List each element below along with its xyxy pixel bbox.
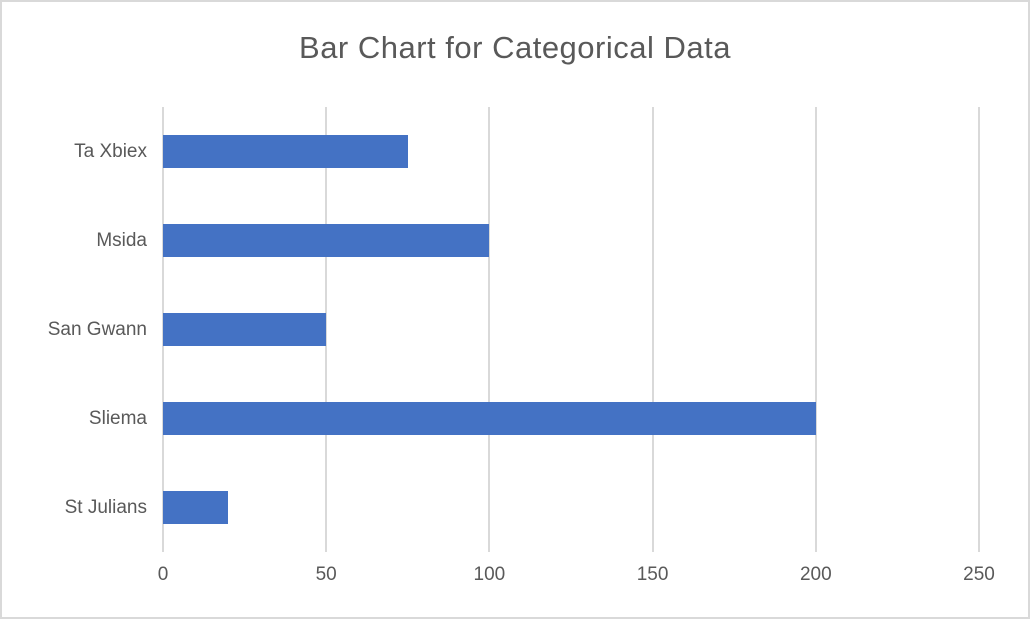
bar-msida xyxy=(163,224,490,257)
x-tick-label-0: 0 xyxy=(157,564,169,585)
bar-sliema xyxy=(163,402,816,435)
plot-area xyxy=(162,107,980,552)
x-tick-label-200: 200 xyxy=(799,564,832,585)
x-tick-label-50: 50 xyxy=(315,564,337,585)
bar-st-julians xyxy=(163,491,229,524)
gridline-100 xyxy=(488,107,491,552)
category-label-san-gwann: San Gwann xyxy=(47,318,147,340)
bar-ta-xbiex xyxy=(163,135,408,168)
bar-san-gwann xyxy=(163,313,327,346)
category-label-msida: Msida xyxy=(96,229,147,251)
category-axis: Ta Xbiex Msida San Gwann Sliema St Julians xyxy=(2,107,147,552)
category-label-ta-xbiex: Ta Xbiex xyxy=(74,140,147,162)
gridline-50 xyxy=(325,107,328,552)
x-tick-label-100: 100 xyxy=(473,564,506,585)
category-label-st-julians: St Julians xyxy=(64,496,147,518)
x-tick-label-250: 250 xyxy=(963,564,995,585)
gridline-250 xyxy=(978,107,980,552)
category-label-sliema: Sliema xyxy=(88,407,147,429)
gridline-150 xyxy=(651,107,654,552)
chart-title: Bar Chart for Categorical Data xyxy=(299,30,731,65)
value-axis: 0 50 100 150 200 250 xyxy=(158,564,995,594)
gridline-200 xyxy=(814,107,817,552)
x-tick-label-150: 150 xyxy=(636,564,669,585)
